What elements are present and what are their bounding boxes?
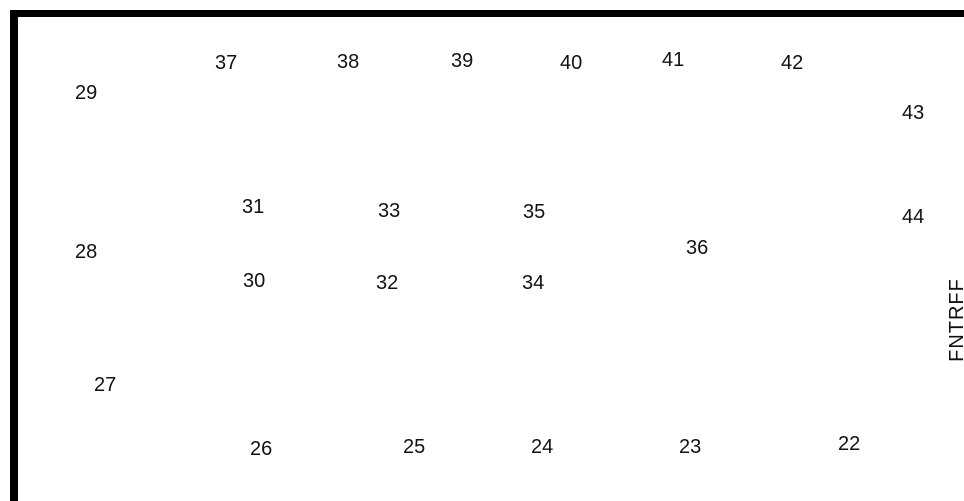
number-label-38: 38 [337,51,360,73]
number-label-36: 36 [686,237,709,259]
number-label-42: 42 [781,52,804,74]
side-label-vertical: FNTRFF [946,278,964,362]
left-wall-line [10,10,18,501]
number-label-37: 37 [215,52,238,74]
number-label-39: 39 [451,50,474,72]
number-label-35: 35 [523,201,546,223]
number-label-26: 26 [250,438,273,460]
number-label-27: 27 [94,374,117,396]
number-label-23: 23 [679,436,702,458]
number-label-29: 29 [75,82,98,104]
number-label-28: 28 [75,241,98,263]
top-wall-line [10,10,964,17]
number-label-32: 32 [376,272,399,294]
number-label-22: 22 [838,433,861,455]
number-label-43: 43 [902,102,925,124]
number-label-41: 41 [662,49,685,71]
number-label-30: 30 [243,270,266,292]
number-label-33: 33 [378,200,401,222]
number-label-34: 34 [522,272,545,294]
number-label-40: 40 [560,52,583,74]
number-label-31: 31 [242,196,265,218]
number-label-25: 25 [403,436,426,458]
number-label-44: 44 [902,206,925,228]
number-label-24: 24 [531,436,554,458]
